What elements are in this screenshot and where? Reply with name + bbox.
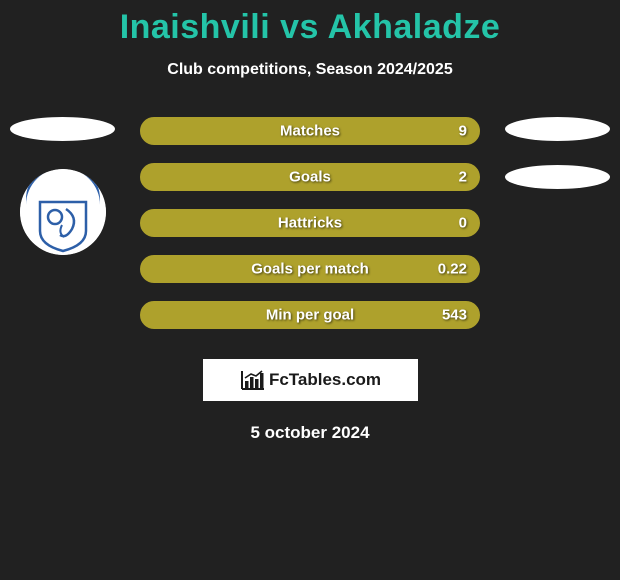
subtitle: Club competitions, Season 2024/2025: [0, 61, 620, 79]
brand-text: FcTables.com: [269, 370, 381, 390]
player-ellipse-right-1: [505, 117, 610, 141]
stat-value: 0: [459, 215, 467, 232]
club-badge-icon: BATUMI: [20, 169, 106, 255]
stats-column: Matches 9 Goals 2 Hattricks 0 Goals per match 0…: [140, 117, 480, 329]
player-ellipse-right-2: [505, 165, 610, 189]
brand-chart-icon: [239, 369, 265, 391]
brand-box[interactable]: FcTables.com: [203, 359, 418, 401]
stat-label: Min per goal: [266, 307, 354, 324]
content-row: BATUMI Matches 9 Goals 2 Hattricks 0 Goals per…: [0, 117, 620, 329]
stat-bar: Matches 9: [140, 117, 480, 145]
stat-bar: Goals 2: [140, 163, 480, 191]
stat-label: Hattricks: [278, 215, 342, 232]
page-title: Inaishvili vs Akhaladze: [0, 0, 620, 47]
stat-value: 0.22: [438, 261, 467, 278]
stat-label: Goals: [289, 169, 331, 186]
club-badge-left: BATUMI: [20, 169, 106, 255]
svg-text:BATUMI: BATUMI: [42, 182, 84, 194]
stat-bar: Goals per match 0.22: [140, 255, 480, 283]
stat-label: Goals per match: [251, 261, 369, 278]
right-column: [505, 117, 610, 189]
stat-label: Matches: [280, 123, 340, 140]
stat-bar: Min per goal 543: [140, 301, 480, 329]
player-ellipse-left: [10, 117, 115, 141]
date-line: 5 october 2024: [0, 423, 620, 443]
left-column: BATUMI: [10, 117, 115, 255]
stat-value: 543: [442, 307, 467, 324]
stat-value: 9: [459, 123, 467, 140]
stat-value: 2: [459, 169, 467, 186]
stat-bar: Hattricks 0: [140, 209, 480, 237]
